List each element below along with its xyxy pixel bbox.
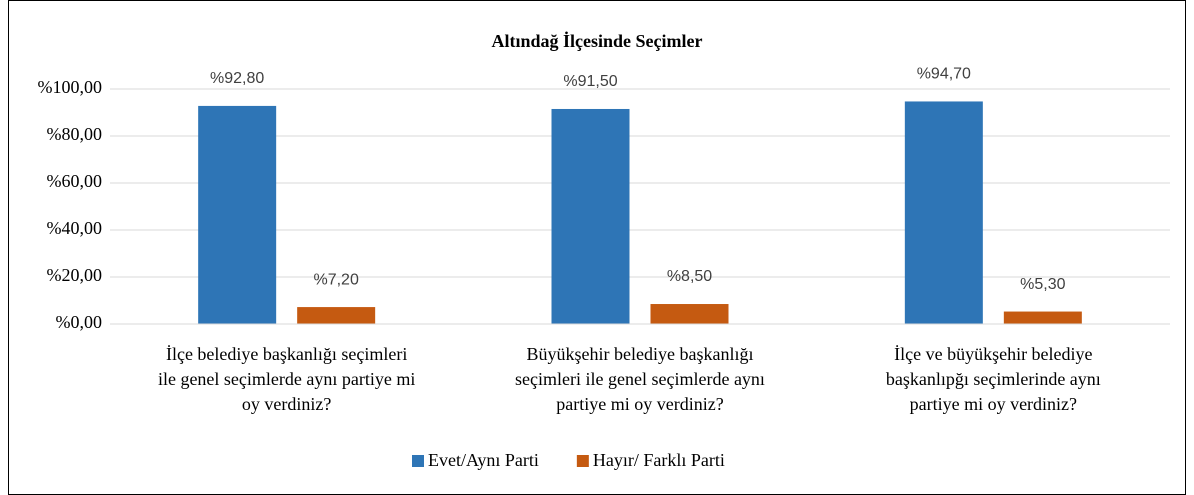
bar [904,101,983,324]
x-tick-label: oy verdiniz? [242,394,331,414]
bar [551,108,630,324]
bar [297,307,376,324]
value-label: %7,20 [313,271,358,288]
x-tick-label: ile genel seçimlerde aynı partiye mi [158,369,415,389]
chart-title: Altındağ İlçesinde Seçimler [492,31,703,51]
x-tick-label: seçimleri ile genel seçimlerde aynı [515,369,765,389]
value-label: %91,50 [563,73,617,90]
x-tick-label: başkanlıpğı seçimlerinde aynı [886,369,1101,389]
value-label: %92,80 [210,70,264,87]
legend-swatch [576,455,589,467]
value-label: %8,50 [667,268,712,285]
y-tick-label: %40,00 [47,218,103,238]
bar [198,105,277,324]
x-tick-label: İlçe ve büyükşehir belediye [894,344,1092,364]
y-tick-label: %80,00 [47,124,103,144]
x-tick-label: Büyükşehir belediye başkanlığı [527,344,754,364]
bar [650,304,729,324]
x-tick-label: İlçe belediye başkanlığı seçimleri [166,344,407,364]
x-tick-label: partiye mi oy verdiniz? [556,394,723,414]
legend-swatch [412,455,424,467]
y-tick-label: %20,00 [47,265,103,285]
legend-label: Evet/Aynı Parti [428,450,539,470]
legend-label: Hayır/ Farklı Parti [593,450,725,470]
value-label: %5,30 [1020,276,1065,293]
y-tick-label: %60,00 [47,171,103,191]
y-tick-label: %0,00 [56,312,103,332]
value-label: %94,70 [917,66,971,83]
x-tick-label: partiye mi oy verdiniz? [910,394,1077,414]
y-tick-label: %100,00 [38,77,103,97]
bar [1003,311,1082,324]
